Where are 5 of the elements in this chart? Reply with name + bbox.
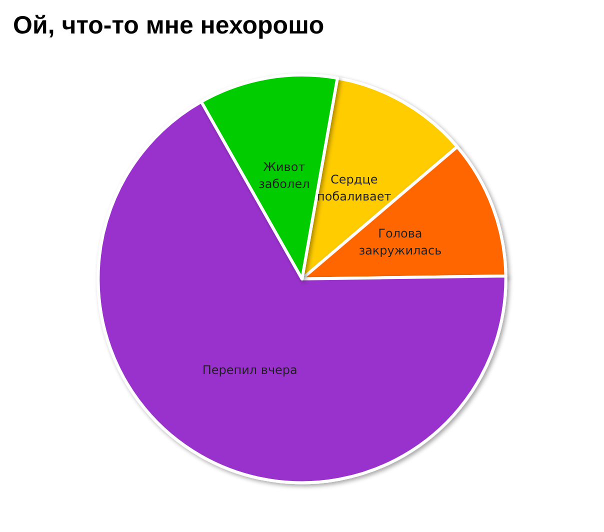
slice-label: Перепил вчера bbox=[202, 362, 298, 377]
slice-label: Голова закружилась bbox=[358, 226, 442, 258]
slice-label: Сердце побаливает bbox=[317, 172, 392, 204]
slice-label: Живот заболел bbox=[258, 160, 310, 192]
chart-title: Ой, что-то мне нехорошо bbox=[13, 12, 324, 40]
